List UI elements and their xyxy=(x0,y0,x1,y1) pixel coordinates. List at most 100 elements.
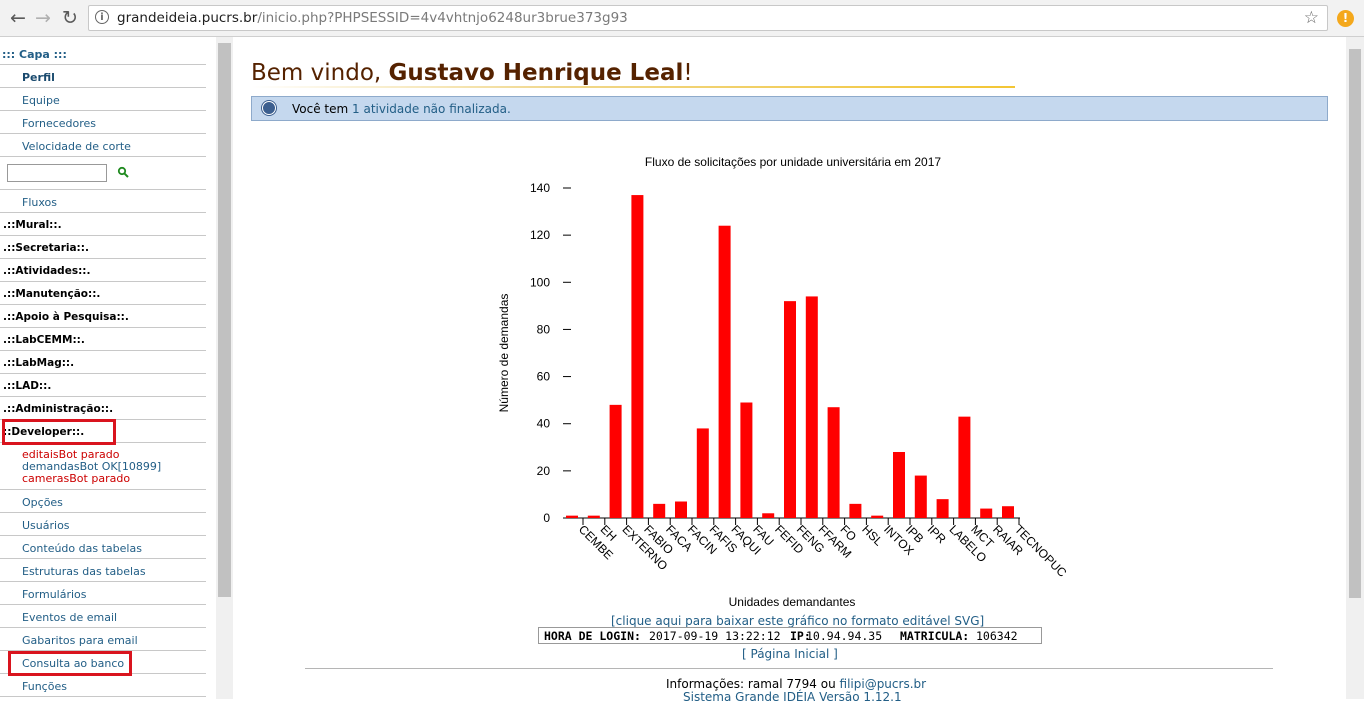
sidebar-dev-item-5[interactable]: Eventos de email xyxy=(0,605,206,628)
address-bar[interactable]: i grandeideia.pucrs.br/inicio.php?PHPSES… xyxy=(88,5,1328,31)
sidebar-item-fluxos[interactable]: Fluxos xyxy=(0,190,206,213)
notice-prefix: Você tem xyxy=(292,102,353,116)
sidebar-scrollbar[interactable] xyxy=(216,37,233,699)
footer-info-prefix: Informações: ramal 7794 ou xyxy=(666,677,840,691)
clock-icon xyxy=(262,101,276,115)
home-page-link[interactable]: [ Página Inicial ] xyxy=(742,647,838,661)
chart-y-axis-label: Número de demandas xyxy=(497,294,511,413)
sidebar-section-label: .::Administração::. xyxy=(3,403,114,415)
ip-label: IP: xyxy=(790,629,811,643)
sidebar-item-0[interactable]: Perfil xyxy=(0,65,206,88)
sidebar-item-label: Usuários xyxy=(22,519,70,532)
url-path: /inicio.php?PHPSESSID=4v4vhtnjo6248ur3br… xyxy=(257,10,628,26)
bar-tecnopuc xyxy=(1002,506,1014,518)
sidebar-item-label: Gabaritos para email xyxy=(22,634,138,647)
sidebar-section-label: .::Atividades::. xyxy=(3,265,91,277)
bar-ipb xyxy=(893,452,905,518)
y-tick-label: 60 xyxy=(537,370,551,384)
page-scrollbar[interactable] xyxy=(1346,37,1364,699)
bar-externo xyxy=(609,404,622,518)
bookmark-star-icon[interactable]: ☆ xyxy=(1303,8,1319,28)
activity-notice: Você tem 1 atividade não finalizada. xyxy=(251,96,1328,121)
sidebar-item-label: Eventos de email xyxy=(22,611,118,624)
sidebar-dev-item-1[interactable]: Usuários xyxy=(0,513,206,536)
welcome-suffix: ! xyxy=(683,60,693,86)
y-tick-label: 40 xyxy=(537,417,551,431)
x-tick-label: HSL xyxy=(859,522,886,549)
bot-status-row xyxy=(0,443,206,490)
bar-raiar xyxy=(980,508,993,518)
user-name: Gustavo Henrique Leal xyxy=(388,60,684,86)
bot-status-editais: editaisBot parado xyxy=(22,448,120,461)
sidebar-dev-item-4[interactable]: Formulários xyxy=(0,582,206,605)
consulta-highlight-box xyxy=(8,651,132,676)
chart-x-axis-label: Unidades demandantes xyxy=(729,595,856,609)
bot-status-cameras: camerasBot parado xyxy=(22,472,131,485)
sidebar-dev-item-2[interactable]: Conteúdo das tabelas xyxy=(0,536,206,559)
sidebar-dev-item-6[interactable]: Gabaritos para email xyxy=(0,628,206,651)
forward-arrow-icon[interactable]: → xyxy=(35,7,51,29)
login-time-value: 2017-09-19 13:22:12 xyxy=(649,629,781,643)
welcome-prefix: Bem vindo, xyxy=(251,60,389,86)
footer-info: Informações: ramal 7794 ou filipi@pucrs.… xyxy=(666,677,926,691)
sidebar-section-6[interactable]: .::LabMag::. xyxy=(0,351,206,374)
pending-activity-link[interactable]: 1 atividade não finalizada. xyxy=(352,102,511,116)
chart-axes: 0 20 40 60 80 100 120 140 xyxy=(530,181,1020,525)
sidebar-item-label: Consulta ao banco xyxy=(22,657,125,670)
y-tick-label: 120 xyxy=(530,228,550,242)
bar-fefid xyxy=(762,513,775,518)
bar-faca xyxy=(653,503,666,518)
bar-mct xyxy=(958,416,971,518)
sidebar-section-8[interactable]: .::Administração::. xyxy=(0,397,206,420)
system-version-link[interactable]: Sistema Grande IDÉIA Versão 1.12.1 xyxy=(683,690,902,704)
info-icon[interactable]: i xyxy=(95,10,109,24)
search-icon[interactable] xyxy=(117,166,130,179)
page-title: Bem vindo, Gustavo Henrique Leal! xyxy=(251,60,693,86)
sidebar-dev-item-3[interactable]: Estruturas das tabelas xyxy=(0,559,206,582)
sidebar-item-label: Opções xyxy=(22,496,63,509)
bar-intox xyxy=(871,515,884,518)
sidebar-item-3[interactable]: Velocidade de corte xyxy=(0,134,206,157)
sidebar-section-7[interactable]: .::LAD::. xyxy=(0,374,206,397)
sidebar-section-4[interactable]: .::Apoio à Pesquisa::. xyxy=(0,305,206,328)
sidebar-section-label: .::LabMag::. xyxy=(3,357,75,369)
sidebar-item-label: Velocidade de corte xyxy=(22,140,131,153)
sidebar-section-3[interactable]: .::Manutenção::. xyxy=(0,282,206,305)
contact-email-link[interactable]: filipi@pucrs.br xyxy=(839,677,927,691)
sidebar-section-5[interactable]: .::LabCEMM::. xyxy=(0,328,206,351)
sidebar-item-1[interactable]: Equipe xyxy=(0,88,206,111)
footer-divider xyxy=(305,668,1273,669)
sidebar-item-2[interactable]: Fornecedores xyxy=(0,111,206,134)
sidebar-item-label: Funções xyxy=(22,680,67,693)
bar-ffarm xyxy=(805,296,818,518)
title-underline xyxy=(251,86,1015,88)
sidebar-dev-item-8[interactable]: Funções xyxy=(0,674,206,697)
sidebar-section-2[interactable]: .::Atividades::. xyxy=(0,259,206,282)
bar-eh xyxy=(587,515,600,518)
bot-status-demandas: demandasBot OK[10899] xyxy=(22,460,162,473)
sidebar-dev-item-0[interactable]: Opções xyxy=(0,490,206,513)
bar-fau xyxy=(740,402,753,518)
reload-icon[interactable]: ↻ xyxy=(62,7,78,29)
download-svg-link[interactable]: [clique aqui para baixar este gráfico no… xyxy=(611,614,985,628)
sidebar-section-0[interactable]: .::Mural::. xyxy=(0,213,206,236)
sidebar-scroll-thumb[interactable] xyxy=(218,43,231,597)
sidebar-item-label: Conteúdo das tabelas xyxy=(22,542,142,555)
sidebar-item-capa[interactable]: ::: Capa ::: xyxy=(0,37,206,65)
sidebar-item-label: Estruturas das tabelas xyxy=(22,565,146,578)
sidebar-section-label: .::Apoio à Pesquisa::. xyxy=(3,311,129,323)
sidebar-item-label: Equipe xyxy=(22,94,60,107)
page-scroll-thumb[interactable] xyxy=(1349,49,1361,598)
back-arrow-icon[interactable]: ← xyxy=(10,7,26,29)
sidebar-section-1[interactable]: .::Secretaria::. xyxy=(0,236,206,259)
url-text[interactable]: grandeideia.pucrs.br/inicio.php?PHPSESSI… xyxy=(117,10,628,26)
sidebar-fluxos-label: Fluxos xyxy=(22,196,57,209)
search-input[interactable] xyxy=(7,164,107,182)
bar-fo xyxy=(827,407,840,518)
matricula-value: 106342 xyxy=(976,629,1018,643)
login-time-label: HORA DE LOGIN: xyxy=(544,629,641,643)
browser-menu-icon[interactable]: ! xyxy=(1337,10,1354,27)
sidebar-item-label: Formulários xyxy=(22,588,87,601)
